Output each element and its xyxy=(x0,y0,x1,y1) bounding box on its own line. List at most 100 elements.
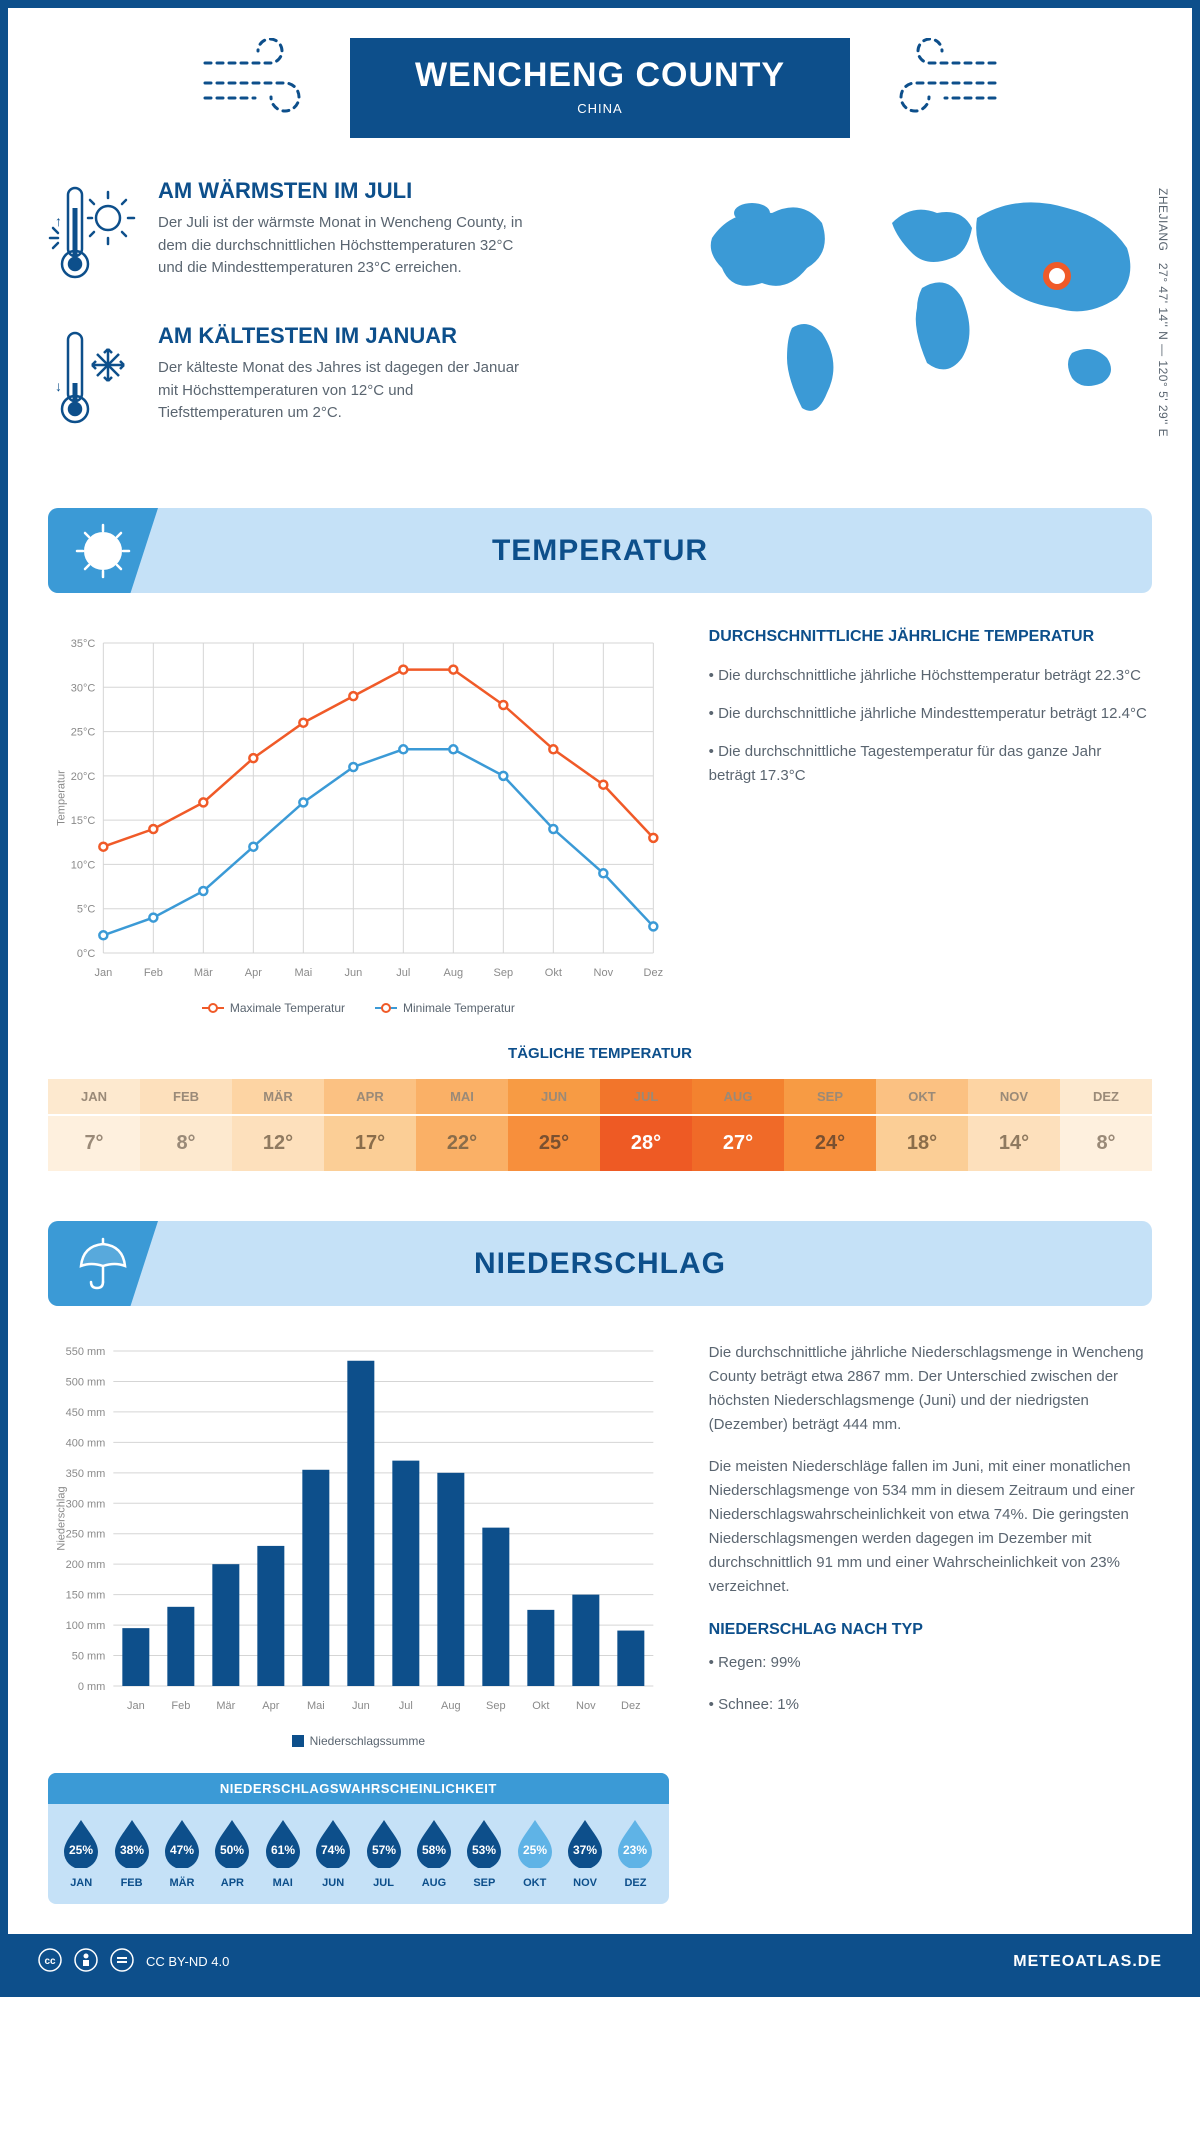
svg-text:300 mm: 300 mm xyxy=(66,1498,106,1510)
precip-type-heading: NIEDERSCHLAG NACH TYP xyxy=(709,1617,1152,1643)
svg-text:Nov: Nov xyxy=(594,967,614,979)
svg-text:200 mm: 200 mm xyxy=(66,1559,106,1571)
sun-icon xyxy=(48,508,158,593)
prob-drop: 53% SEP xyxy=(459,1816,509,1889)
brand-label: METEOATLAS.DE xyxy=(1013,1953,1162,1971)
svg-text:50%: 50% xyxy=(220,1843,244,1857)
svg-text:Jun: Jun xyxy=(352,1700,370,1712)
precipitation-bar-chart: 0 mm50 mm100 mm150 mm200 mm250 mm300 mm3… xyxy=(48,1341,669,1748)
svg-text:25°C: 25°C xyxy=(71,727,96,739)
daily-temp-table: JAN 7° FEB 8° MÄR 12° APR 17° MAI 22° JU… xyxy=(48,1077,1152,1171)
daily-cell: APR 17° xyxy=(324,1077,416,1171)
svg-text:Mai: Mai xyxy=(294,967,312,979)
svg-text:150 mm: 150 mm xyxy=(66,1590,106,1602)
svg-text:Sep: Sep xyxy=(494,967,514,979)
warmest-title: AM WÄRMSTEN IM JULI xyxy=(158,178,538,204)
svg-text:Nov: Nov xyxy=(576,1700,596,1712)
prob-drop: 25% OKT xyxy=(510,1816,560,1889)
svg-text:61%: 61% xyxy=(271,1843,295,1857)
svg-text:350 mm: 350 mm xyxy=(66,1468,106,1480)
daily-cell: NOV 14° xyxy=(968,1077,1060,1171)
svg-text:Jul: Jul xyxy=(396,967,410,979)
coldest-text: Der kälteste Monat des Jahres ist dagege… xyxy=(158,357,538,425)
precip-chart-legend: Niederschlagssumme xyxy=(48,1734,669,1748)
prob-drop: 57% JUL xyxy=(358,1816,408,1889)
coldest-block: ↓ AM KÄLTESTEN IM JANUAR Der kälteste Mo… xyxy=(48,323,662,438)
prob-drop: 47% MÄR xyxy=(157,1816,207,1889)
svg-text:100 mm: 100 mm xyxy=(66,1620,106,1632)
country-label: CHINA xyxy=(410,101,790,116)
daily-cell: FEB 8° xyxy=(140,1077,232,1171)
svg-text:Dez: Dez xyxy=(621,1700,641,1712)
daily-cell: JUN 25° xyxy=(508,1077,600,1171)
prob-title: NIEDERSCHLAGSWAHRSCHEINLICHKEIT xyxy=(48,1773,669,1804)
precipitation-summary: Die durchschnittliche jährliche Niedersc… xyxy=(709,1341,1152,1904)
svg-text:↑: ↑ xyxy=(55,213,62,229)
temperature-summary: DURCHSCHNITTLICHE JÄHRLICHE TEMPERATUR •… xyxy=(709,628,1152,1015)
title-banner: WENCHENG COUNTY CHINA xyxy=(350,38,850,138)
cc-icon: cc xyxy=(38,1948,62,1975)
daily-cell: JAN 7° xyxy=(48,1077,140,1171)
section-header-temperatur: TEMPERATUR xyxy=(48,508,1152,593)
prob-drop: 50% APR xyxy=(207,1816,257,1889)
temp-summary-heading: DURCHSCHNITTLICHE JÄHRLICHE TEMPERATUR xyxy=(709,628,1152,646)
svg-text:↓: ↓ xyxy=(55,378,62,394)
svg-text:0 mm: 0 mm xyxy=(78,1681,106,1693)
warmest-block: ↑ AM WÄRMSTEN IM JULI Der Juli ist der w… xyxy=(48,178,662,293)
warmest-text: Der Juli ist der wärmste Monat in Wenche… xyxy=(158,212,538,280)
coldest-title: AM KÄLTESTEN IM JANUAR xyxy=(158,323,538,349)
temp-chart-legend: .legend-swatch:nth-child(1)::after{borde… xyxy=(48,1001,669,1015)
svg-text:25%: 25% xyxy=(523,1843,547,1857)
header-row: WENCHENG COUNTY CHINA xyxy=(48,38,1152,138)
daily-cell: SEP 24° xyxy=(784,1077,876,1171)
svg-text:Feb: Feb xyxy=(171,1700,190,1712)
svg-text:74%: 74% xyxy=(321,1843,345,1857)
prob-drop: 38% FEB xyxy=(106,1816,156,1889)
precip-rain: • Regen: 99% xyxy=(709,1651,1152,1675)
temp-bullet-3: • Die durchschnittliche Tagestemperatur … xyxy=(709,740,1152,788)
svg-text:20°C: 20°C xyxy=(71,771,96,783)
svg-text:Okt: Okt xyxy=(532,1700,549,1712)
svg-text:5°C: 5°C xyxy=(77,904,96,916)
section-title-niederschlag: NIEDERSCHLAG xyxy=(48,1247,1152,1281)
svg-text:53%: 53% xyxy=(472,1843,496,1857)
svg-text:Sep: Sep xyxy=(486,1700,506,1712)
daily-cell: DEZ 8° xyxy=(1060,1077,1152,1171)
section-title-temperatur: TEMPERATUR xyxy=(48,534,1152,568)
license-text: CC BY-ND 4.0 xyxy=(146,1954,229,1969)
prob-drop: 58% AUG xyxy=(409,1816,459,1889)
svg-text:Aug: Aug xyxy=(441,1700,461,1712)
prob-drop: 25% JAN xyxy=(56,1816,106,1889)
svg-text:Mai: Mai xyxy=(307,1700,325,1712)
svg-text:50 mm: 50 mm xyxy=(72,1651,106,1663)
svg-text:Jun: Jun xyxy=(344,967,362,979)
world-map: ZHEJIANG 27° 47' 14'' N — 120° 5' 29'' E xyxy=(692,178,1152,468)
svg-text:57%: 57% xyxy=(372,1843,396,1857)
svg-text:Apr: Apr xyxy=(245,967,262,979)
temperature-line-chart: 0°C5°C10°C15°C20°C25°C30°C35°CJanFebMärA… xyxy=(48,628,669,1015)
svg-text:25%: 25% xyxy=(69,1843,93,1857)
svg-text:Mär: Mär xyxy=(194,967,213,979)
precip-paragraph-1: Die durchschnittliche jährliche Niedersc… xyxy=(709,1341,1152,1437)
svg-text:400 mm: 400 mm xyxy=(66,1437,106,1449)
daily-temp-heading: TÄGLICHE TEMPERATUR xyxy=(48,1045,1152,1062)
prob-drop: 74% JUN xyxy=(308,1816,358,1889)
svg-text:47%: 47% xyxy=(170,1843,194,1857)
intro-row: ↑ AM WÄRMSTEN IM JULI Der Juli ist der w… xyxy=(48,178,1152,468)
svg-text:Temperatur: Temperatur xyxy=(55,770,67,826)
prob-drop: 61% MAI xyxy=(258,1816,308,1889)
svg-text:Jan: Jan xyxy=(127,1700,145,1712)
svg-text:550 mm: 550 mm xyxy=(66,1346,106,1358)
prob-drop: 37% NOV xyxy=(560,1816,610,1889)
precip-paragraph-2: Die meisten Niederschläge fallen im Juni… xyxy=(709,1455,1152,1599)
svg-text:Dez: Dez xyxy=(644,967,664,979)
precipitation-probability-box: NIEDERSCHLAGSWAHRSCHEINLICHKEIT 25% JAN … xyxy=(48,1773,669,1904)
umbrella-icon xyxy=(48,1221,158,1306)
daily-cell: MAI 22° xyxy=(416,1077,508,1171)
svg-text:450 mm: 450 mm xyxy=(66,1407,106,1419)
svg-text:0°C: 0°C xyxy=(77,948,96,960)
svg-text:Niederschlag: Niederschlag xyxy=(55,1486,67,1550)
thermometer-cold-icon: ↓ xyxy=(48,323,138,438)
svg-text:23%: 23% xyxy=(623,1843,647,1857)
section-header-niederschlag: NIEDERSCHLAG xyxy=(48,1221,1152,1306)
